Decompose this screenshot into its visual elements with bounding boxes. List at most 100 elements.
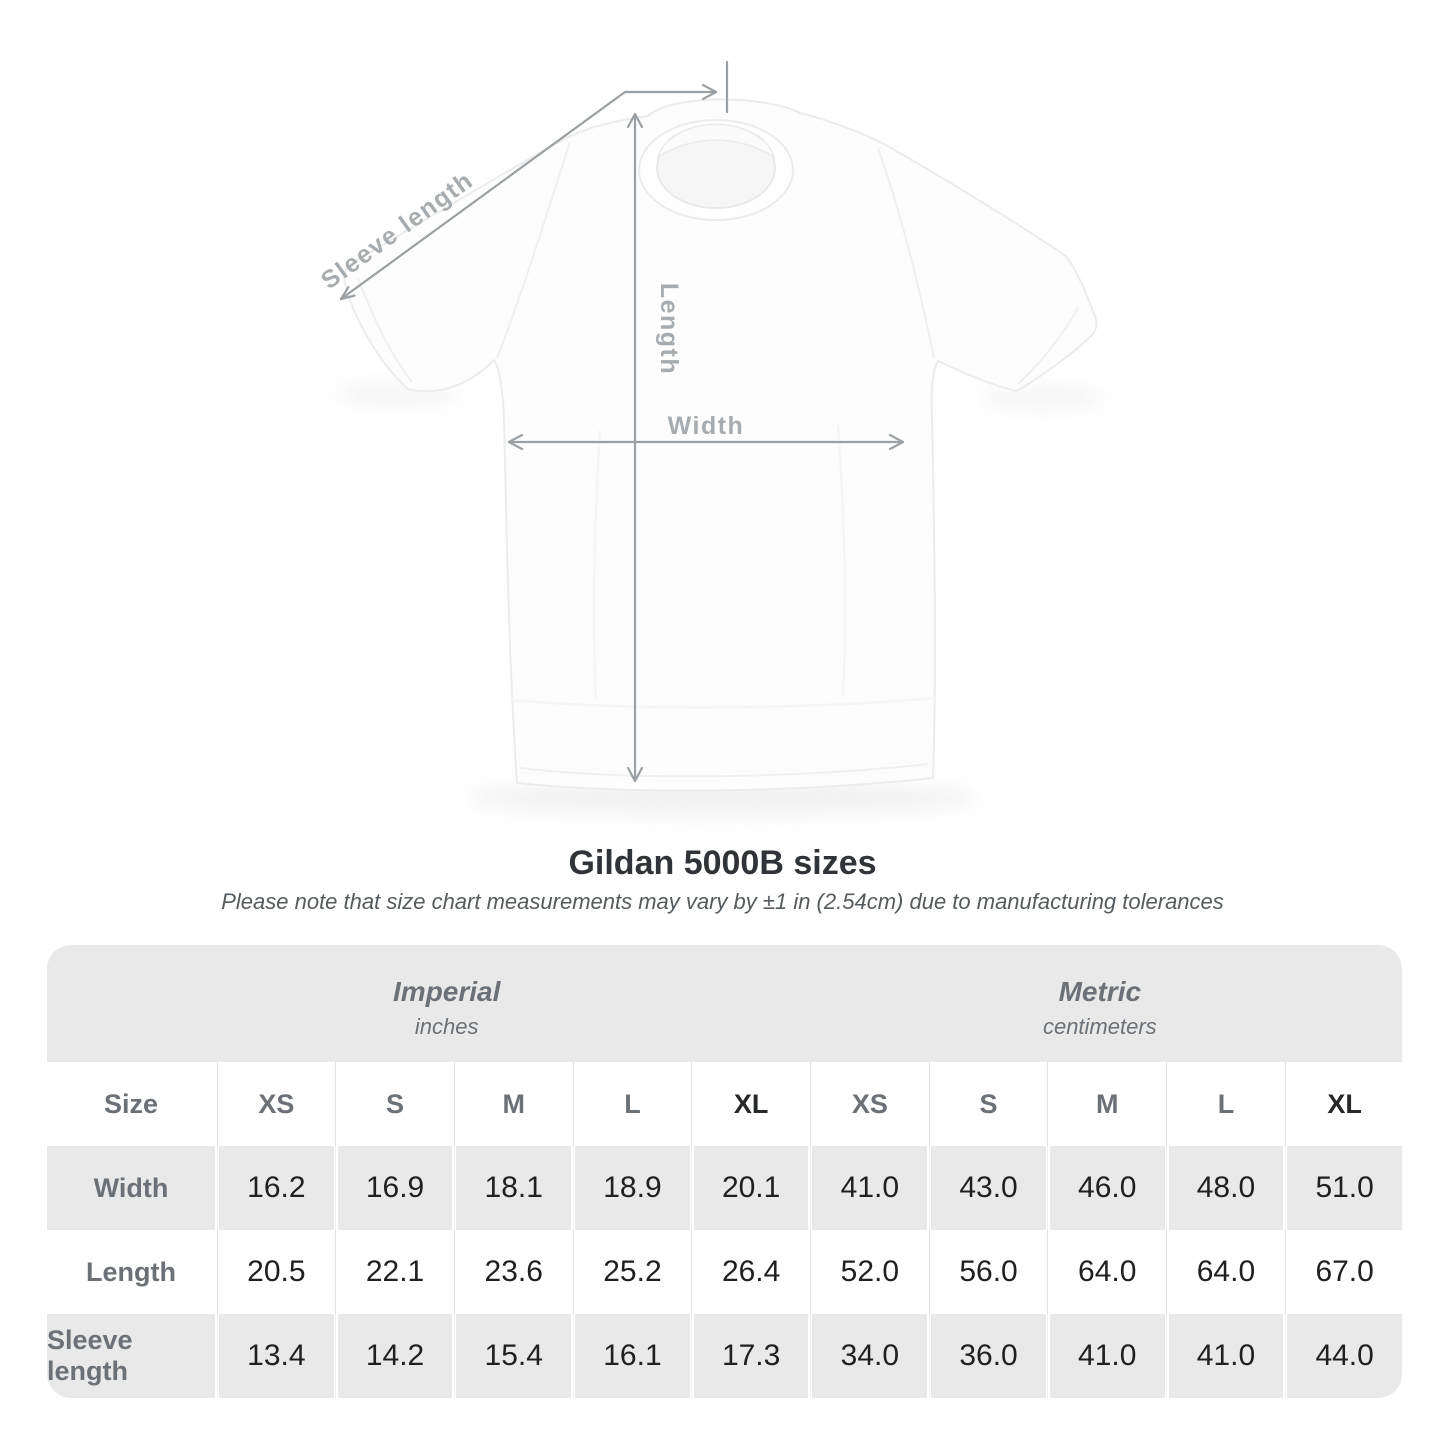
value: 20.1 — [721, 1171, 781, 1204]
value-cell: 23.6 — [453, 1230, 572, 1314]
value: 64.0 — [1196, 1255, 1256, 1288]
value-cell: 18.9 — [572, 1146, 690, 1230]
size-column-header-label: Size — [103, 1088, 159, 1119]
value: 25.2 — [603, 1255, 662, 1288]
value-cell: 16.2 — [216, 1146, 334, 1230]
page-title: Gildan 5000B sizes — [568, 844, 877, 882]
value-cell: 41.0 — [1166, 1314, 1284, 1398]
value: 48.0 — [1196, 1171, 1256, 1204]
value-cell: 52.0 — [809, 1230, 928, 1314]
size-table: Imperial inches Metric centimeters Size … — [47, 945, 1402, 1398]
value-cell: 22.1 — [335, 1230, 453, 1314]
row-label: Length — [86, 1256, 176, 1287]
size-header-label: L — [624, 1088, 641, 1119]
length-measure-label: Length — [655, 283, 683, 375]
value: 46.0 — [1078, 1171, 1137, 1204]
unit-header-band: Imperial inches Metric centimeters — [47, 945, 1402, 1062]
value: 52.0 — [840, 1255, 900, 1288]
tshirt-seams — [357, 141, 1079, 778]
value-cell: 20.5 — [216, 1230, 334, 1314]
width-measure-line — [507, 433, 905, 451]
value-cell: 43.0 — [928, 1146, 1046, 1230]
size-header-label: L — [1217, 1088, 1235, 1119]
imperial-unit-header: Imperial inches — [47, 945, 846, 1062]
size-header-cell: XS — [809, 1062, 928, 1146]
value: 15.4 — [484, 1339, 543, 1372]
value-cell: 48.0 — [1166, 1146, 1284, 1230]
value: 51.0 — [1315, 1171, 1374, 1204]
size-header-cell: M — [453, 1062, 572, 1146]
value-cell: 16.1 — [572, 1314, 690, 1398]
metric-unit-label: centimeters — [1042, 1013, 1157, 1039]
value-cell: 13.4 — [216, 1314, 334, 1398]
value: 44.0 — [1315, 1339, 1374, 1372]
length-measure-line — [626, 112, 644, 783]
value-cell: 14.2 — [335, 1314, 453, 1398]
value: 14.2 — [365, 1339, 425, 1372]
value: 67.0 — [1315, 1255, 1374, 1288]
sleeve-measure-line — [339, 83, 718, 301]
value: 34.0 — [840, 1339, 900, 1372]
size-column-header: Size — [47, 1062, 215, 1146]
metric-unit-header: Metric centimeters — [798, 945, 1402, 1062]
sleeve-length-row: Sleeve length 13.4 14.2 15.4 16.1 17.3 3… — [47, 1314, 1402, 1398]
value: 43.0 — [959, 1171, 1018, 1204]
value-cell: 17.3 — [691, 1314, 809, 1398]
imperial-unit-label: inches — [414, 1013, 479, 1039]
width-measure-label: Width — [668, 412, 745, 440]
metric-label: Metric — [1058, 975, 1142, 1007]
value-cell: 44.0 — [1284, 1314, 1402, 1398]
size-header-row: Size XS S M L XL XS S M L XL — [47, 1062, 1402, 1146]
value: 13.4 — [247, 1339, 306, 1372]
value-cell: 16.9 — [335, 1146, 453, 1230]
value: 20.5 — [247, 1255, 306, 1288]
value: 26.4 — [721, 1255, 781, 1288]
value: 64.0 — [1078, 1255, 1137, 1288]
value-cell: 64.0 — [1166, 1230, 1284, 1314]
value: 18.1 — [484, 1171, 543, 1204]
value: 16.2 — [247, 1171, 306, 1204]
value-cell: 41.0 — [1047, 1314, 1165, 1398]
row-label-cell: Length — [47, 1230, 215, 1314]
size-header-cell: S — [335, 1062, 453, 1146]
size-header-label: S — [979, 1088, 998, 1119]
value: 23.6 — [484, 1255, 543, 1288]
value-cell: 46.0 — [1047, 1146, 1165, 1230]
size-header-label: XL — [1327, 1088, 1362, 1119]
row-label-cell: Width — [47, 1146, 215, 1230]
size-header-cell: XL — [691, 1062, 809, 1146]
tshirt-graphic — [343, 98, 1098, 792]
size-header-cell: L — [1166, 1062, 1284, 1146]
size-header-label: S — [386, 1088, 405, 1119]
size-header-label: XS — [258, 1088, 295, 1119]
row-label-cell: Sleeve length — [47, 1314, 215, 1398]
value-cell: 41.0 — [809, 1146, 928, 1230]
width-row: Width 16.2 16.9 18.1 18.9 20.1 41.0 43.0… — [47, 1146, 1402, 1230]
value: 56.0 — [959, 1255, 1018, 1288]
row-label: Sleeve length — [47, 1325, 133, 1386]
chart-heading: Gildan 5000B sizes Please note that size… — [0, 843, 1445, 915]
value-cell: 26.4 — [691, 1230, 809, 1314]
value: 22.1 — [365, 1255, 425, 1288]
value: 41.0 — [840, 1171, 900, 1204]
value-cell: 64.0 — [1047, 1230, 1165, 1314]
row-label: Width — [93, 1172, 169, 1203]
value-cell: 20.1 — [691, 1146, 809, 1230]
value: 16.9 — [365, 1171, 425, 1204]
value: 17.3 — [721, 1339, 781, 1372]
tshirt-body — [343, 98, 1098, 792]
value-cell: 67.0 — [1284, 1230, 1402, 1314]
size-header-label: M — [502, 1088, 525, 1119]
length-row: Length 20.5 22.1 23.6 25.2 26.4 52.0 56.… — [47, 1230, 1402, 1314]
value: 41.0 — [1078, 1339, 1137, 1372]
size-header-label: XS — [851, 1088, 888, 1119]
size-header-label: XL — [733, 1088, 769, 1119]
value-cell: 25.2 — [572, 1230, 690, 1314]
value-cell: 15.4 — [453, 1314, 572, 1398]
size-header-cell: XL — [1284, 1062, 1402, 1146]
size-header-cell: XS — [216, 1062, 334, 1146]
size-header-cell: L — [572, 1062, 690, 1146]
value: 18.9 — [603, 1171, 662, 1204]
value: 36.0 — [959, 1339, 1018, 1372]
